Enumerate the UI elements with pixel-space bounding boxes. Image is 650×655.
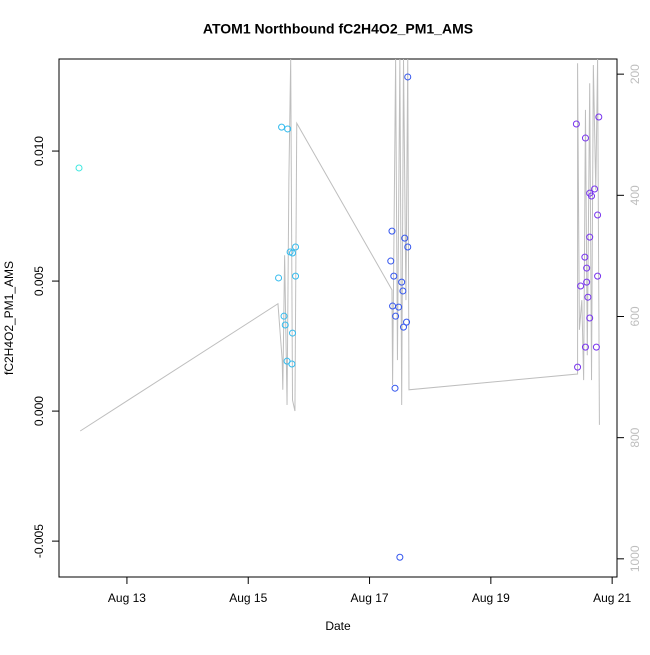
data-point (289, 329, 297, 337)
y2-tick-label: 800 (628, 427, 642, 447)
chart-title: ATOM1 Northbound fC2H4O2_PM1_AMS (203, 21, 473, 37)
y-tick-label: 0.005 (32, 266, 46, 296)
data-point (583, 278, 591, 286)
data-point (404, 243, 412, 251)
x-tick-label: Aug 13 (108, 591, 146, 605)
data-point (586, 233, 594, 241)
data-point (583, 264, 591, 272)
data-point (75, 164, 83, 172)
data-point (396, 553, 404, 561)
data-point (387, 257, 395, 265)
data-point (586, 314, 594, 322)
line-series (79, 59, 600, 432)
y2-tick-label: 600 (628, 306, 642, 326)
data-point (399, 287, 407, 295)
x-tick-label: Aug 19 (472, 591, 510, 605)
data-point (288, 360, 296, 368)
x-tick-label: Aug 15 (229, 591, 267, 605)
data-point (275, 274, 283, 282)
data-point (391, 384, 399, 392)
data-point (401, 234, 409, 242)
data-point (280, 312, 288, 320)
data-point (581, 134, 589, 142)
y-tick-label: 0.010 (32, 136, 46, 166)
data-point (574, 363, 582, 371)
data-point (581, 343, 589, 351)
data-point (588, 192, 596, 200)
x-tick-label: Aug 21 (593, 591, 631, 605)
data-point (398, 278, 406, 286)
y2-tick-label: 200 (628, 64, 642, 84)
y-axis-label: fC2H4O2_PM1_AMS (2, 261, 16, 375)
data-point (390, 272, 398, 280)
data-point (572, 120, 580, 128)
y-tick-label: -0.005 (32, 524, 46, 558)
data-point (577, 282, 585, 290)
data-point (581, 253, 589, 261)
y-tick-label: 0.000 (32, 396, 46, 426)
data-point (592, 343, 600, 351)
data-point (594, 272, 602, 280)
data-point (284, 125, 292, 133)
data-point (281, 321, 289, 329)
y2-tick-label: 1000 (628, 545, 642, 572)
data-point (292, 272, 300, 280)
data-point (400, 323, 408, 331)
data-point (594, 211, 602, 219)
data-point (289, 249, 297, 257)
data-point (388, 227, 396, 235)
data-point (278, 123, 286, 131)
data-point (584, 293, 592, 301)
data-point (404, 73, 412, 81)
data-point (595, 113, 603, 121)
data-point (591, 185, 599, 193)
data-point (392, 312, 400, 320)
data-point (403, 318, 411, 326)
x-axis-label: Date (325, 619, 351, 633)
plot-frame (58, 58, 618, 578)
data-point (395, 303, 403, 311)
y2-tick-label: 400 (628, 185, 642, 205)
data-point (292, 243, 300, 251)
x-tick-label: Aug 17 (351, 591, 389, 605)
